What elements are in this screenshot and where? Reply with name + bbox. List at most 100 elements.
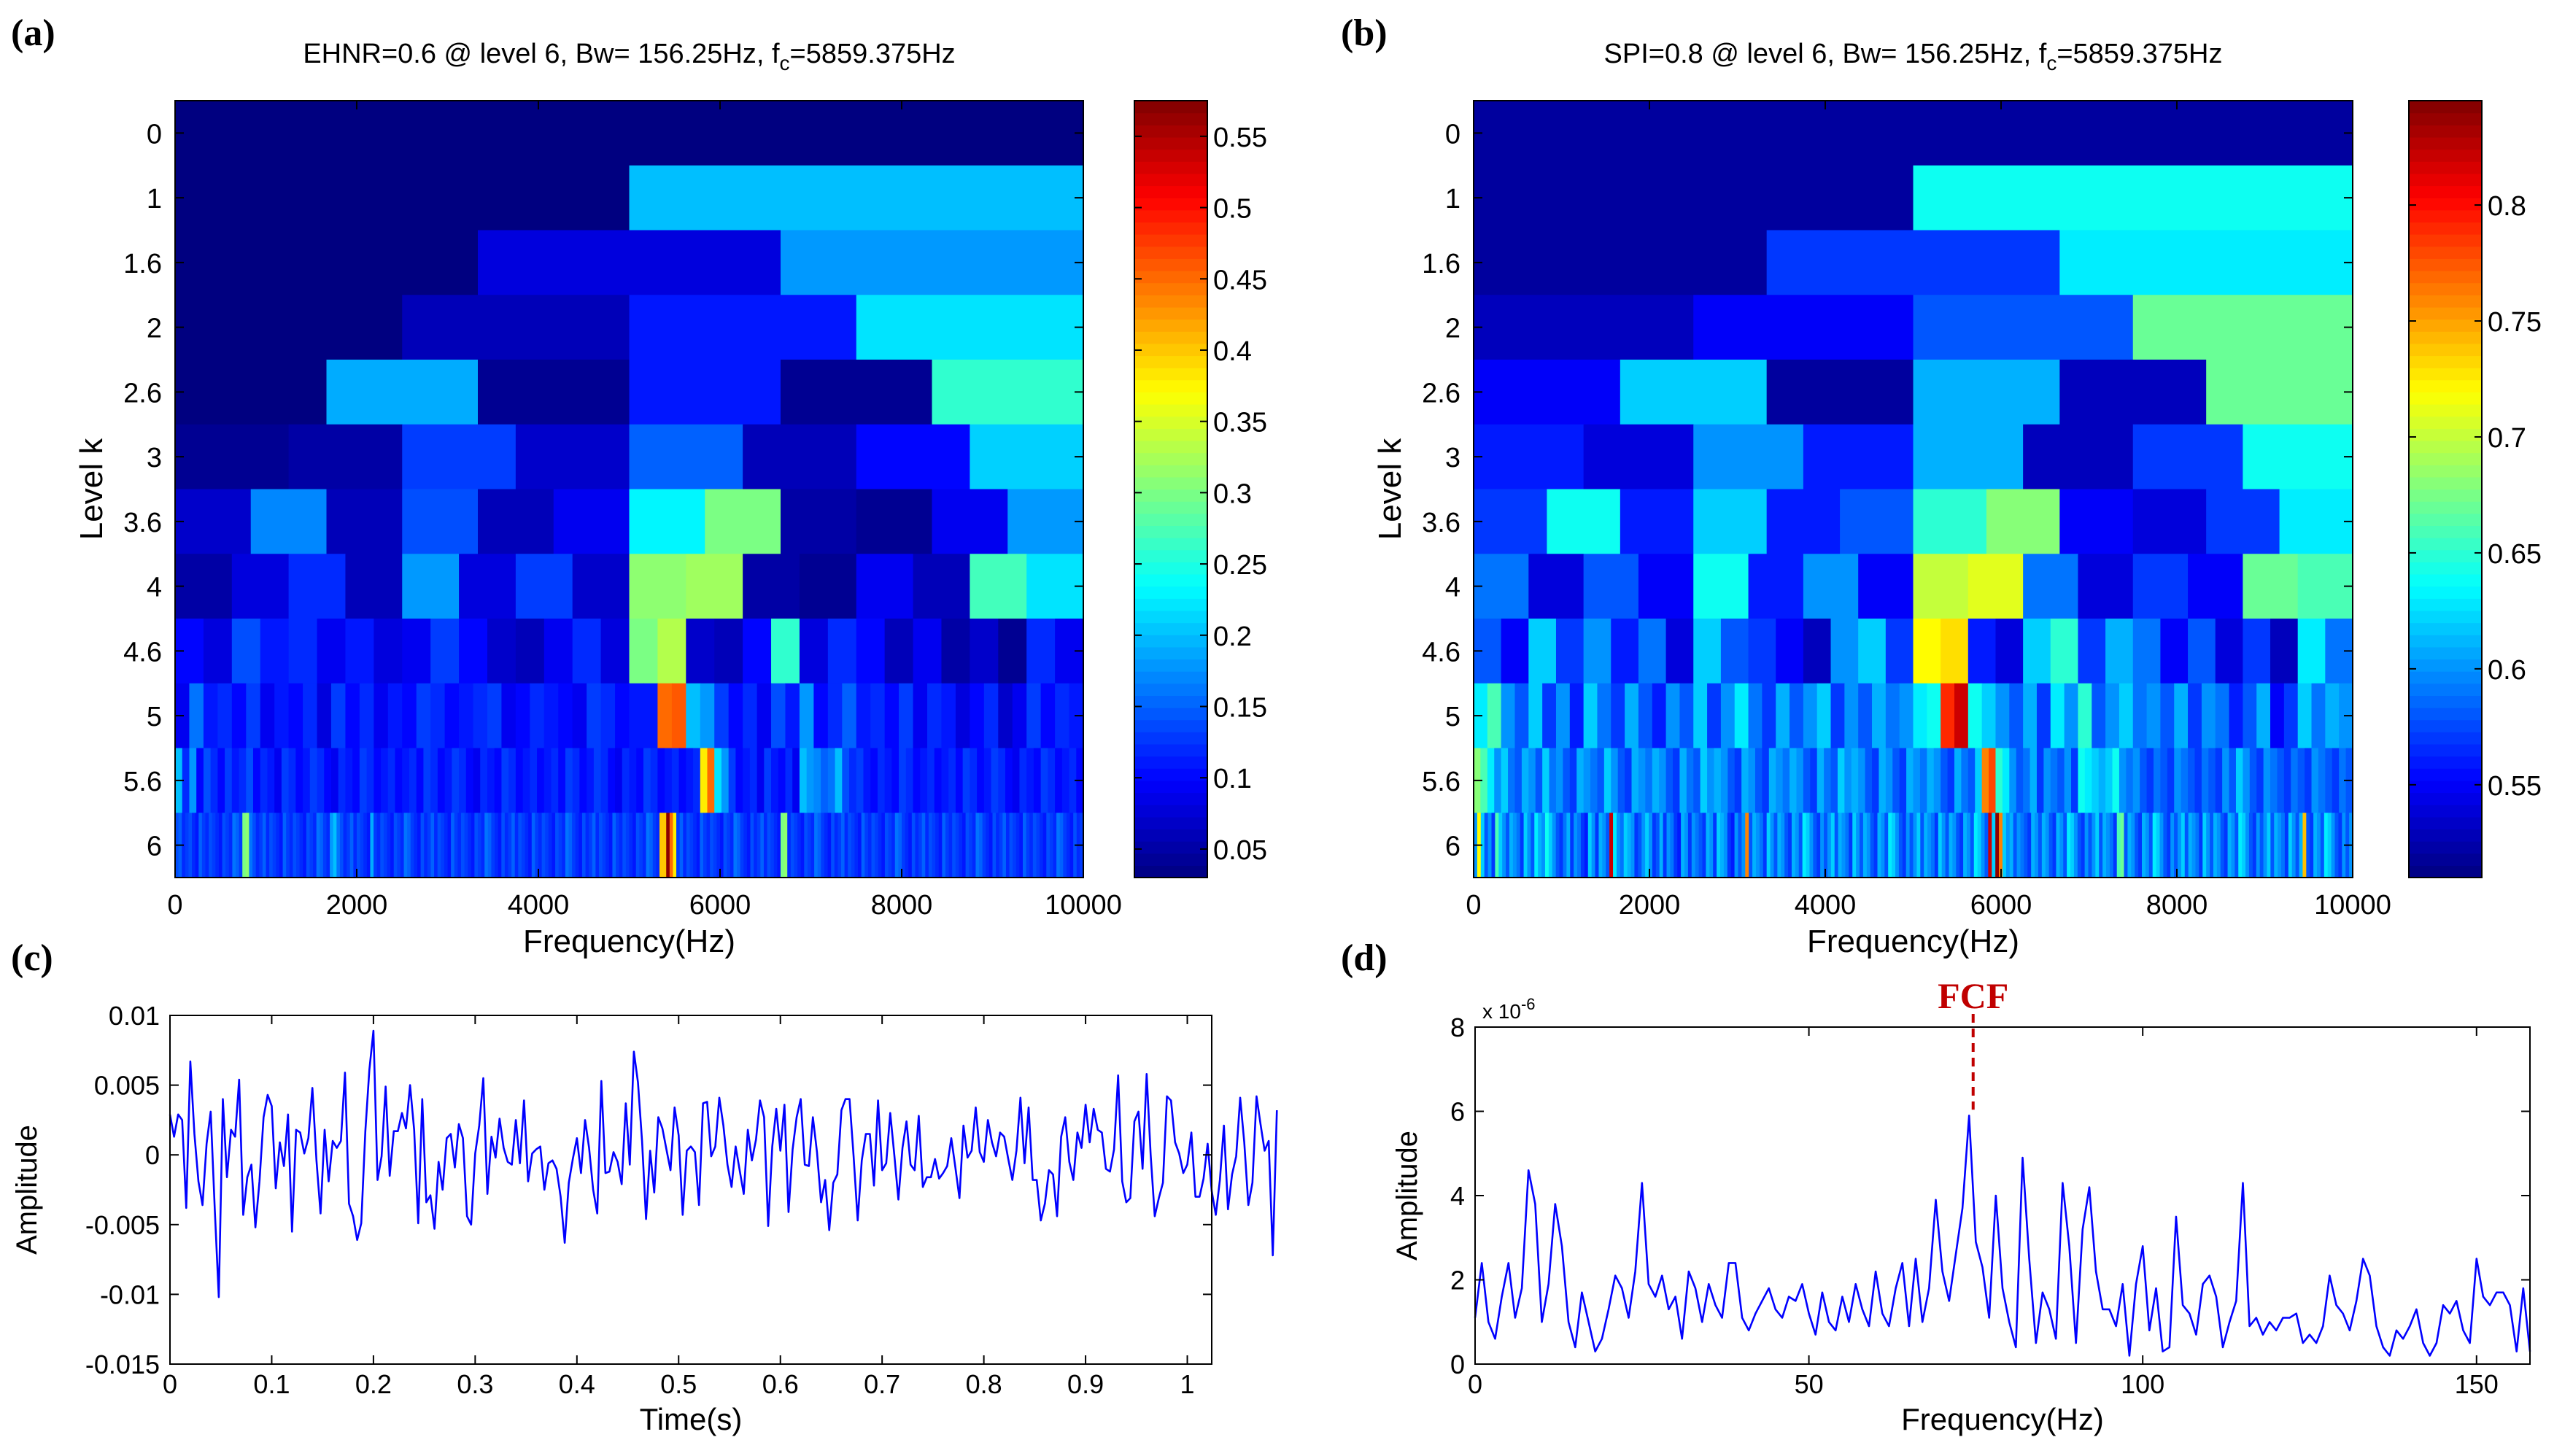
panel-label-c: (c) <box>11 937 53 979</box>
heatmap-cell <box>920 748 928 813</box>
heatmap-cell <box>884 683 899 749</box>
heatmap-cell <box>296 813 301 878</box>
heatmap-cell <box>737 813 741 878</box>
heatmap-cell <box>2270 813 2275 878</box>
heatmap-cell <box>276 813 280 878</box>
heatmap-cell <box>629 165 1084 231</box>
heatmap-cell <box>1986 489 2060 554</box>
heatmap-cell <box>1913 295 2134 360</box>
heatmap-cell <box>861 813 865 878</box>
heatmap-cell <box>478 489 554 554</box>
heatmap-cell <box>1913 165 2353 231</box>
heatmap-cell <box>2119 683 2134 749</box>
heatmap-cell <box>827 813 832 878</box>
colorbar-swatch <box>2409 270 2482 284</box>
heatmap-cell <box>2132 554 2189 619</box>
heatmap-cell <box>842 748 850 813</box>
colorbar-swatch <box>1134 865 1207 878</box>
heatmap-cell <box>2297 619 2326 684</box>
chart-title-b: SPI=0.8 @ level 6, Bw= 156.25Hz, fc=5859… <box>1604 39 2223 74</box>
y-tick-label: 2.6 <box>123 378 162 408</box>
heatmap-cell <box>1693 424 1804 490</box>
heatmap-cell <box>1026 619 1056 684</box>
heatmap-cell <box>1527 813 1531 878</box>
heatmap-cell <box>1913 424 2024 490</box>
heatmap-cell <box>2215 748 2223 813</box>
heatmap-cell <box>2027 813 2032 878</box>
heatmap-cell <box>1720 619 1749 684</box>
heatmap-cell <box>713 813 717 878</box>
heatmap-cell <box>465 748 474 813</box>
heatmap-cell <box>1844 683 1859 749</box>
colorbar-swatch <box>1134 805 1207 818</box>
heatmap-cell <box>1630 813 1636 878</box>
colorbar-swatch <box>2409 865 2482 878</box>
heatmap-cell <box>2206 360 2353 425</box>
heatmap-cell <box>2188 683 2202 749</box>
heatmap-cell <box>420 813 425 878</box>
heatmap-cell <box>2224 813 2229 878</box>
heatmap-cell <box>750 813 754 878</box>
heatmap-cell <box>231 619 261 684</box>
heatmap-cell <box>366 748 374 813</box>
heatmap-cell <box>1988 813 1992 878</box>
heatmap-cell <box>657 619 686 684</box>
heatmap-cell <box>824 813 829 878</box>
heatmap-cell <box>928 813 933 878</box>
heatmap-cell <box>1734 813 1739 878</box>
heatmap-cell <box>2002 748 2010 813</box>
heatmap-cell <box>1745 813 1749 878</box>
heatmap-cell <box>1574 813 1578 878</box>
heatmap-cell <box>1652 813 1657 878</box>
heatmap-cell <box>515 683 530 749</box>
heatmap-cell <box>767 813 771 878</box>
heatmap-cell <box>1013 813 1017 878</box>
heatmap-cell <box>1056 813 1061 878</box>
colorbar-b: 0.55 0.6 0.65 0.7 0.75 0.8 <box>2408 100 2542 878</box>
heatmap-cell <box>1611 683 1625 749</box>
heatmap-cell <box>2270 683 2285 749</box>
heatmap-cell <box>252 813 257 878</box>
heatmap-cell <box>2153 748 2161 813</box>
y-tick-label: 5 <box>147 702 162 732</box>
colorbar-swatch <box>1134 525 1207 538</box>
heatmap-cell <box>195 813 199 878</box>
heatmap-cell <box>970 619 999 684</box>
heatmap-cell <box>1498 813 1503 878</box>
y-tick-label: 1.6 <box>1422 249 1460 279</box>
heatmap-cell <box>487 748 495 813</box>
heatmap-cell <box>1595 813 1600 878</box>
y-tick-label: 2 <box>1445 314 1460 344</box>
heatmap-cell <box>2299 813 2304 878</box>
heatmap-cell <box>326 813 330 878</box>
heatmap-cell <box>1981 748 1989 813</box>
heatmap-cell <box>374 619 403 684</box>
heatmap-cell <box>2059 489 2134 554</box>
heatmap-cell <box>2249 748 2257 813</box>
heatmap-cell <box>629 424 743 490</box>
heatmap-cell <box>255 813 260 878</box>
heatmap-cell <box>1029 813 1034 878</box>
heatmap-cell <box>1634 813 1638 878</box>
heatmap-cell <box>402 748 410 813</box>
colorbar-swatch <box>1134 319 1207 332</box>
colorbar-frame <box>2408 100 2483 878</box>
heatmap-cell <box>849 748 857 813</box>
heatmap-cell <box>2252 813 2257 878</box>
colorbar-swatch <box>1134 768 1207 781</box>
heatmap-cell <box>1474 424 1585 490</box>
colorbar-swatch <box>2409 695 2482 708</box>
colorbar-swatch <box>1134 331 1207 344</box>
heatmap-cell <box>2194 748 2202 813</box>
colorbar-swatch <box>2409 428 2482 441</box>
colorbar-swatch <box>1134 440 1207 454</box>
heatmap-cell <box>309 813 314 878</box>
heatmap-cell <box>480 748 488 813</box>
heatmap-cell <box>1796 748 1804 813</box>
heatmap-cell <box>2127 813 2132 878</box>
colorbar-swatch <box>1134 185 1207 198</box>
heatmap-cell <box>2297 554 2353 619</box>
heatmap-cell <box>1611 619 1639 684</box>
heatmap-cell <box>727 813 731 878</box>
colorbar-swatch <box>1134 246 1207 259</box>
